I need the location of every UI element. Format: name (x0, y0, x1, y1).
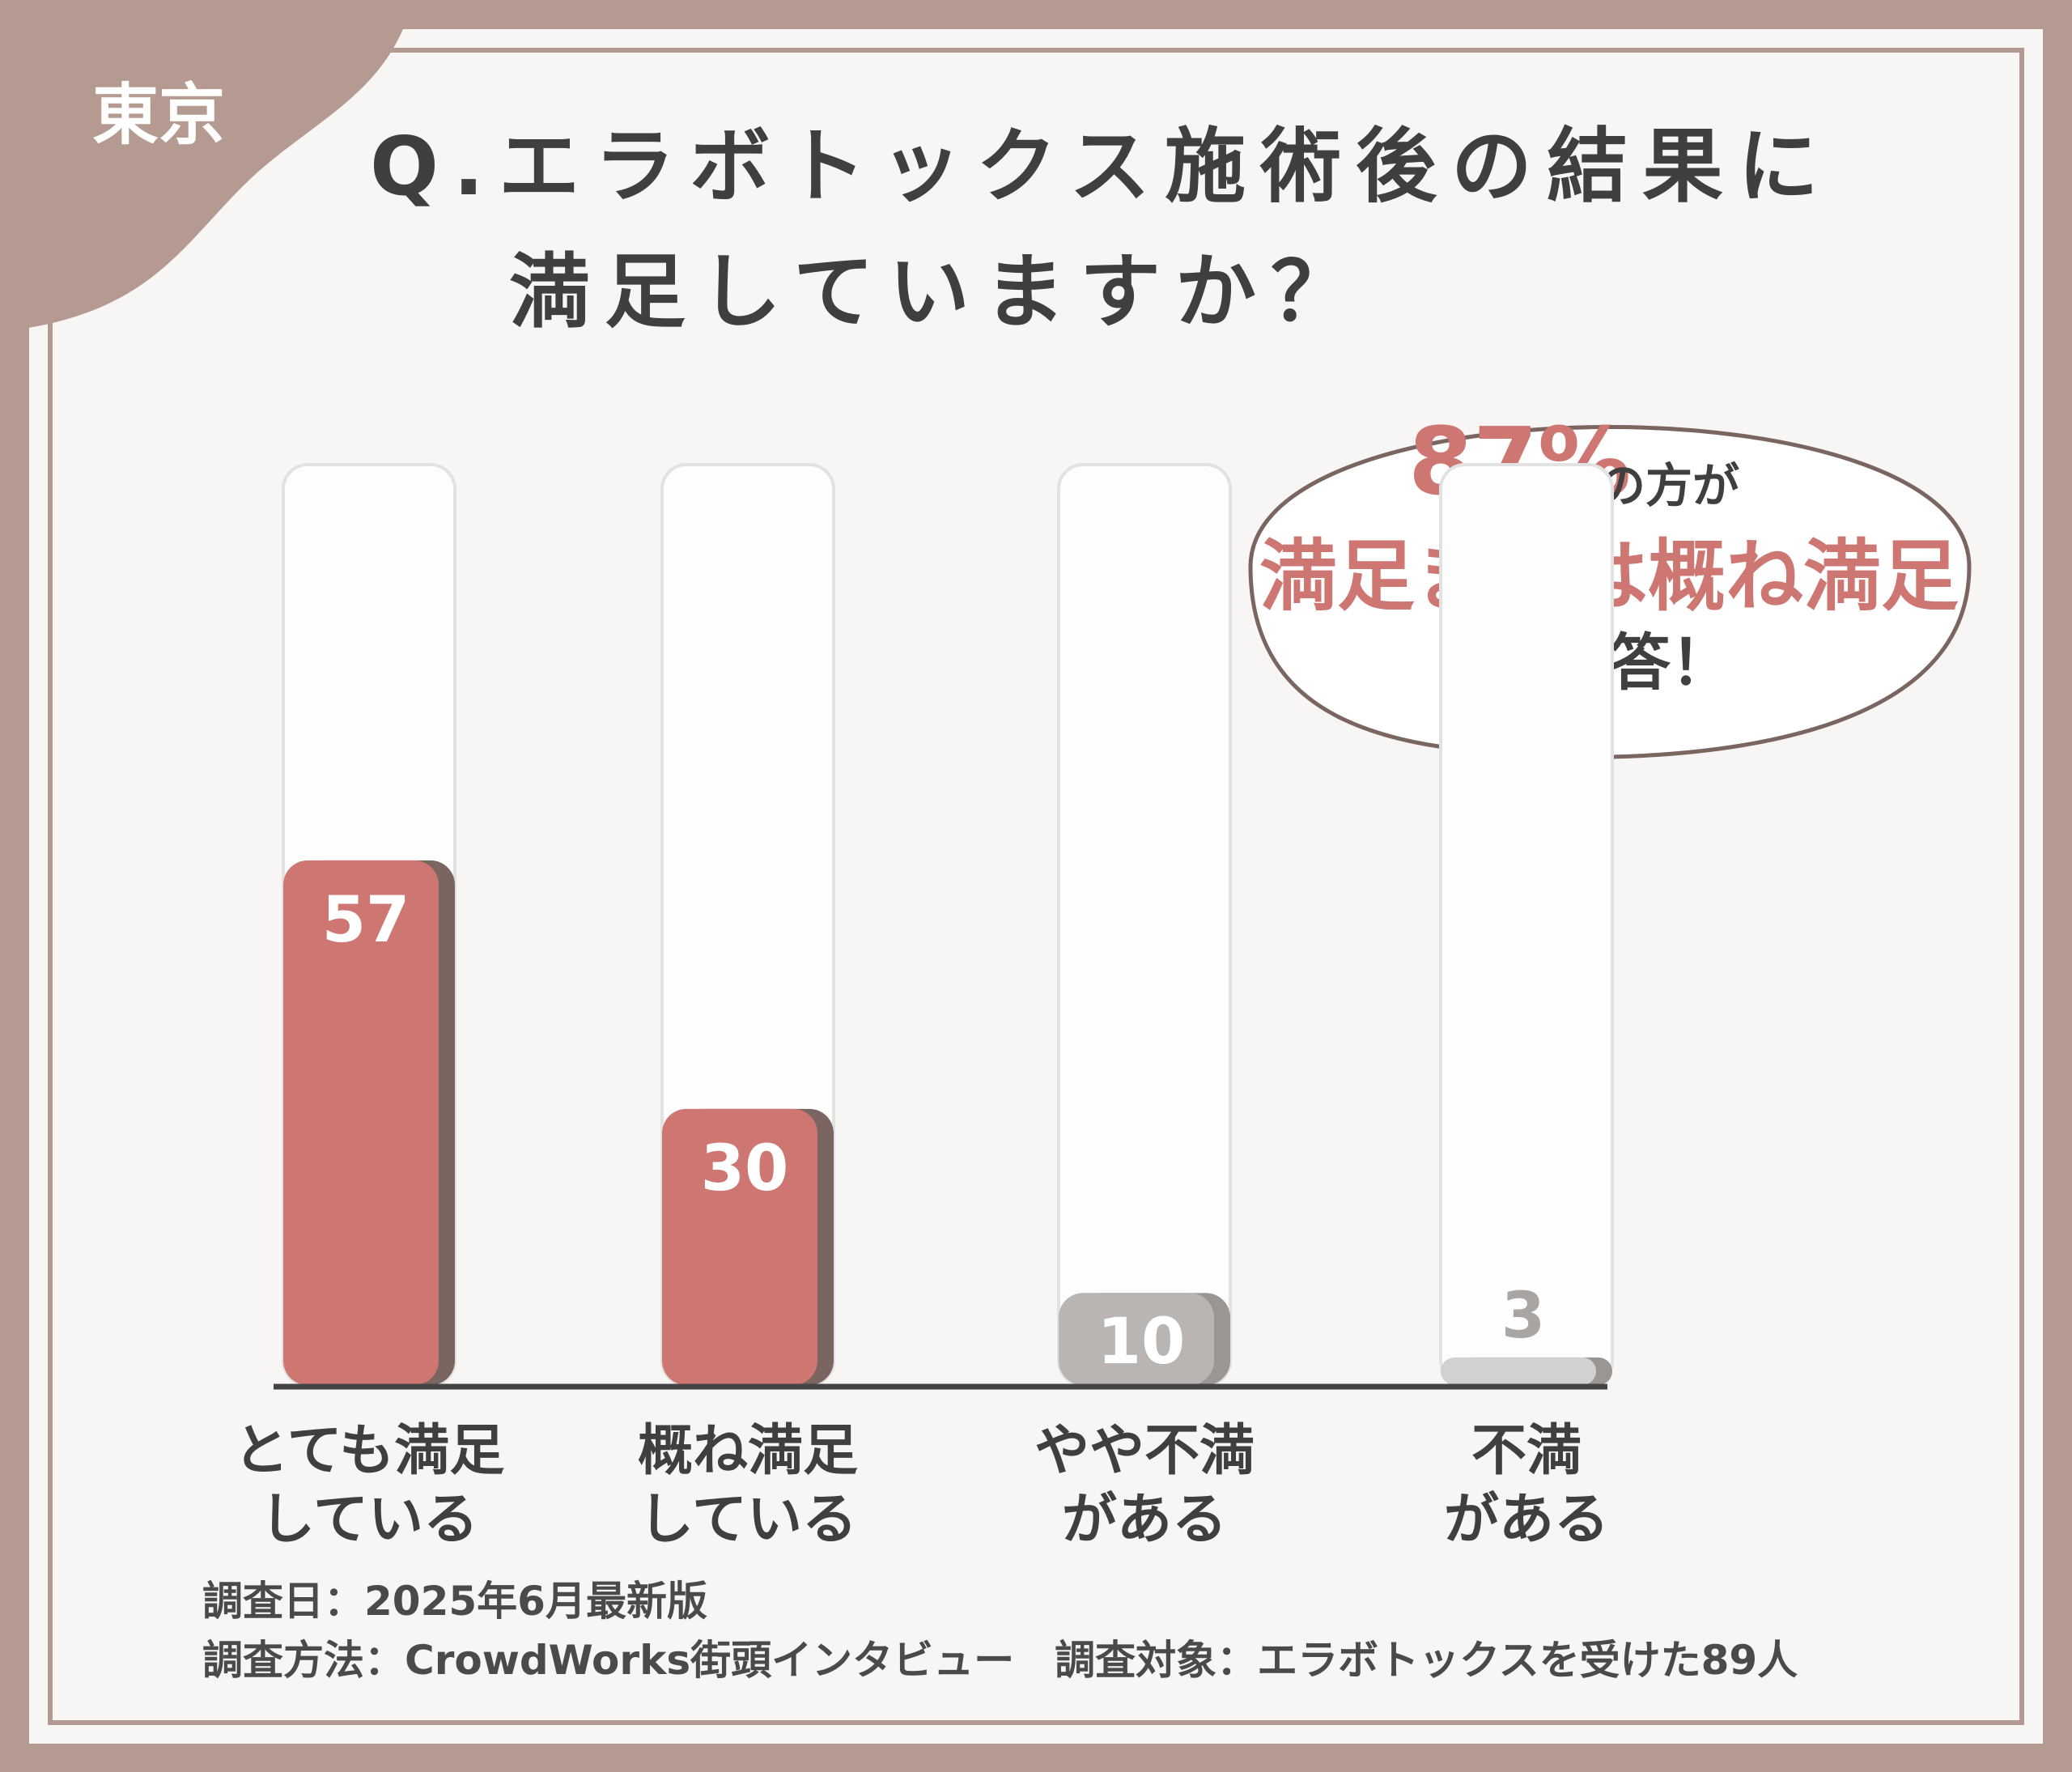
x-tick-label: 概ね満足 (638, 1419, 858, 1483)
bar-track (1057, 463, 1232, 1387)
x-tick-label: 不満 (1471, 1419, 1582, 1483)
value-label: 30 (701, 1132, 789, 1205)
value-label: 10 (1098, 1306, 1186, 1379)
chart-title: 満足していますか？ (509, 244, 1366, 339)
bar (662, 1108, 817, 1385)
x-tick-label: とても満足 (234, 1419, 505, 1483)
bar (283, 860, 439, 1385)
callout-text: の方が (1599, 458, 1739, 513)
x-tick-label: がある (1444, 1488, 1609, 1552)
value-label: 57 (322, 884, 410, 957)
tag-text: 東京 (92, 77, 225, 154)
x-tick-label: がある (1062, 1488, 1227, 1552)
note: 調査日：2025年6月最新版 (202, 1578, 707, 1625)
panel-border (48, 48, 2024, 1725)
bar-track (1439, 463, 1614, 1387)
chart-title: Q.エラボトックス施術後の結果に (370, 119, 1833, 214)
x-tick-label: している (639, 1488, 857, 1552)
value-label: 3 (1501, 1280, 1545, 1353)
x-tick-label: やや不満 (1034, 1419, 1255, 1483)
x-tick-label: している (260, 1488, 478, 1552)
corner-tag (0, 0, 413, 332)
bar (1441, 1357, 1596, 1385)
bar (1059, 1293, 1214, 1385)
note: 調査方法：CrowdWorks街頭インタビュー 調査対象：エラボトックスを受けた… (202, 1637, 1798, 1684)
